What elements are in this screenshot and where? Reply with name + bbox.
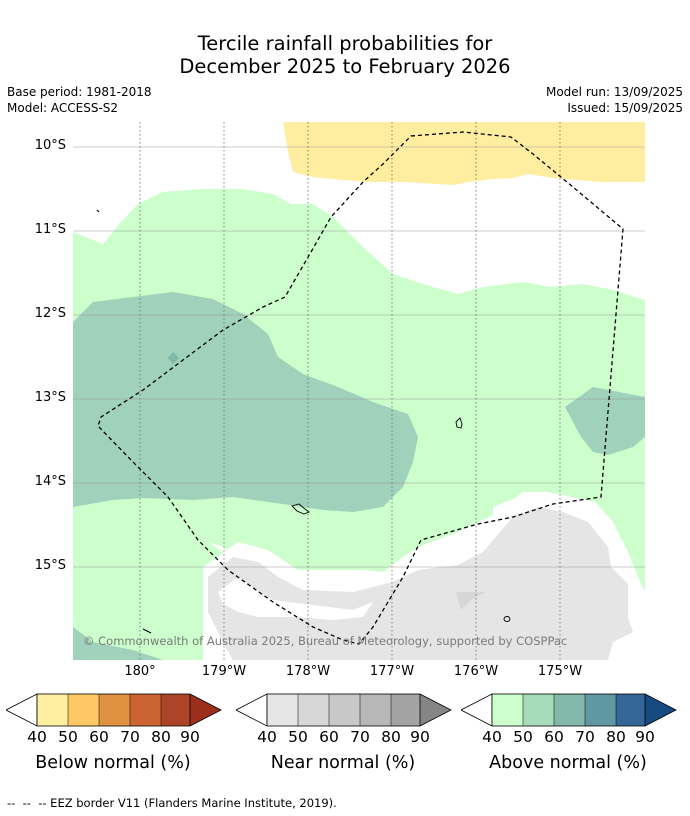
near-normal-50-patch xyxy=(456,592,485,610)
below-swatch-60 xyxy=(99,694,130,726)
graticule-meridians xyxy=(139,122,561,660)
colorbar-near-normal xyxy=(236,693,452,727)
map-title-line2: December 2025 to February 2026 xyxy=(179,55,511,78)
above-lower-extend xyxy=(461,693,493,727)
lat-label-15s: 15°S xyxy=(34,558,66,573)
island-1 xyxy=(455,417,463,429)
above-tick-50: 50 xyxy=(513,728,533,746)
below-swatch-80 xyxy=(161,694,190,726)
lon-label-176w: 176°W xyxy=(453,664,499,679)
lon-label-175w: 175°W xyxy=(537,664,583,679)
below-tick-70: 70 xyxy=(120,728,140,746)
below-normal-label: Below normal (%) xyxy=(35,753,191,773)
lon-label-180: 180° xyxy=(124,664,156,679)
lon-label-178w: 178°W xyxy=(285,664,331,679)
below-lower-extend xyxy=(6,693,38,727)
lat-label-11s: 11°S xyxy=(34,222,66,237)
lat-label-14s: 14°S xyxy=(34,474,66,489)
island-3 xyxy=(503,616,511,622)
above-normal-60-patch xyxy=(168,352,179,364)
above-tick-90: 90 xyxy=(635,728,655,746)
near-swatch-50 xyxy=(298,694,329,726)
above-swatch-60 xyxy=(554,694,585,726)
below-tick-60: 60 xyxy=(89,728,109,746)
lon-label-177w: 177°W xyxy=(369,664,415,679)
eez-legend-footer: -- -- -- EEZ border V11 (Flanders Marine… xyxy=(7,796,337,810)
eez-border xyxy=(97,131,624,645)
below-tick-50: 50 xyxy=(58,728,78,746)
map-panel: © Commonwealth of Australia 2025, Bureau… xyxy=(73,122,645,660)
lat-label-10s: 10°S xyxy=(34,138,66,153)
copyright-text: © Commonwealth of Australia 2025, Bureau… xyxy=(83,634,567,648)
near-tick-50: 50 xyxy=(288,728,308,746)
above-normal-50-region-southwest xyxy=(73,627,163,660)
near-tick-40: 40 xyxy=(257,728,277,746)
below-swatch-50 xyxy=(68,694,99,726)
issued-date: Issued: 15/09/2025 xyxy=(567,101,683,115)
below-swatch-40 xyxy=(37,694,68,726)
base-period: Base period: 1981-2018 xyxy=(7,85,152,99)
above-normal-50-region xyxy=(73,292,418,512)
graticule xyxy=(73,146,645,568)
above-swatch-70 xyxy=(585,694,616,726)
near-tick-70: 70 xyxy=(350,728,370,746)
near-swatch-60 xyxy=(329,694,360,726)
lat-label-12s: 12°S xyxy=(34,306,66,321)
map-title-line1: Tercile rainfall probabilities for xyxy=(197,32,493,55)
below-tick-90: 90 xyxy=(180,728,200,746)
colorbar-above-normal xyxy=(461,693,677,727)
near-tick-60: 60 xyxy=(319,728,339,746)
near-swatch-40 xyxy=(267,694,298,726)
above-swatch-50 xyxy=(523,694,554,726)
above-upper-extend xyxy=(645,694,676,726)
near-upper-extend xyxy=(420,694,451,726)
above-tick-40: 40 xyxy=(482,728,502,746)
model-name: Model: ACCESS-S2 xyxy=(7,101,119,115)
near-swatch-80 xyxy=(391,694,420,726)
below-upper-extend xyxy=(190,694,221,726)
lat-label-13s: 13°S xyxy=(34,390,66,405)
above-swatch-80 xyxy=(616,694,645,726)
island-2 xyxy=(291,503,310,515)
near-normal-40-region xyxy=(208,507,633,660)
lon-label-179w: 179°W xyxy=(201,664,247,679)
above-swatch-40 xyxy=(492,694,523,726)
above-normal-label: Above normal (%) xyxy=(489,753,647,773)
above-normal-50-region-east xyxy=(565,387,645,455)
above-tick-60: 60 xyxy=(544,728,564,746)
below-tick-80: 80 xyxy=(151,728,171,746)
below-tick-40: 40 xyxy=(27,728,47,746)
island-4 xyxy=(96,209,100,213)
colorbar-below-normal xyxy=(6,693,222,727)
near-normal-label: Near normal (%) xyxy=(270,753,416,773)
near-swatch-70 xyxy=(360,694,391,726)
near-normal-inner-gap xyxy=(218,577,373,620)
near-tick-90: 90 xyxy=(410,728,430,746)
near-lower-extend xyxy=(236,693,268,727)
above-tick-70: 70 xyxy=(575,728,595,746)
near-tick-80: 80 xyxy=(381,728,401,746)
below-normal-40-region xyxy=(283,122,645,185)
below-swatch-70 xyxy=(130,694,161,726)
above-tick-80: 80 xyxy=(606,728,626,746)
island-5 xyxy=(142,628,152,634)
model-run: Model run: 13/09/2025 xyxy=(545,85,683,99)
